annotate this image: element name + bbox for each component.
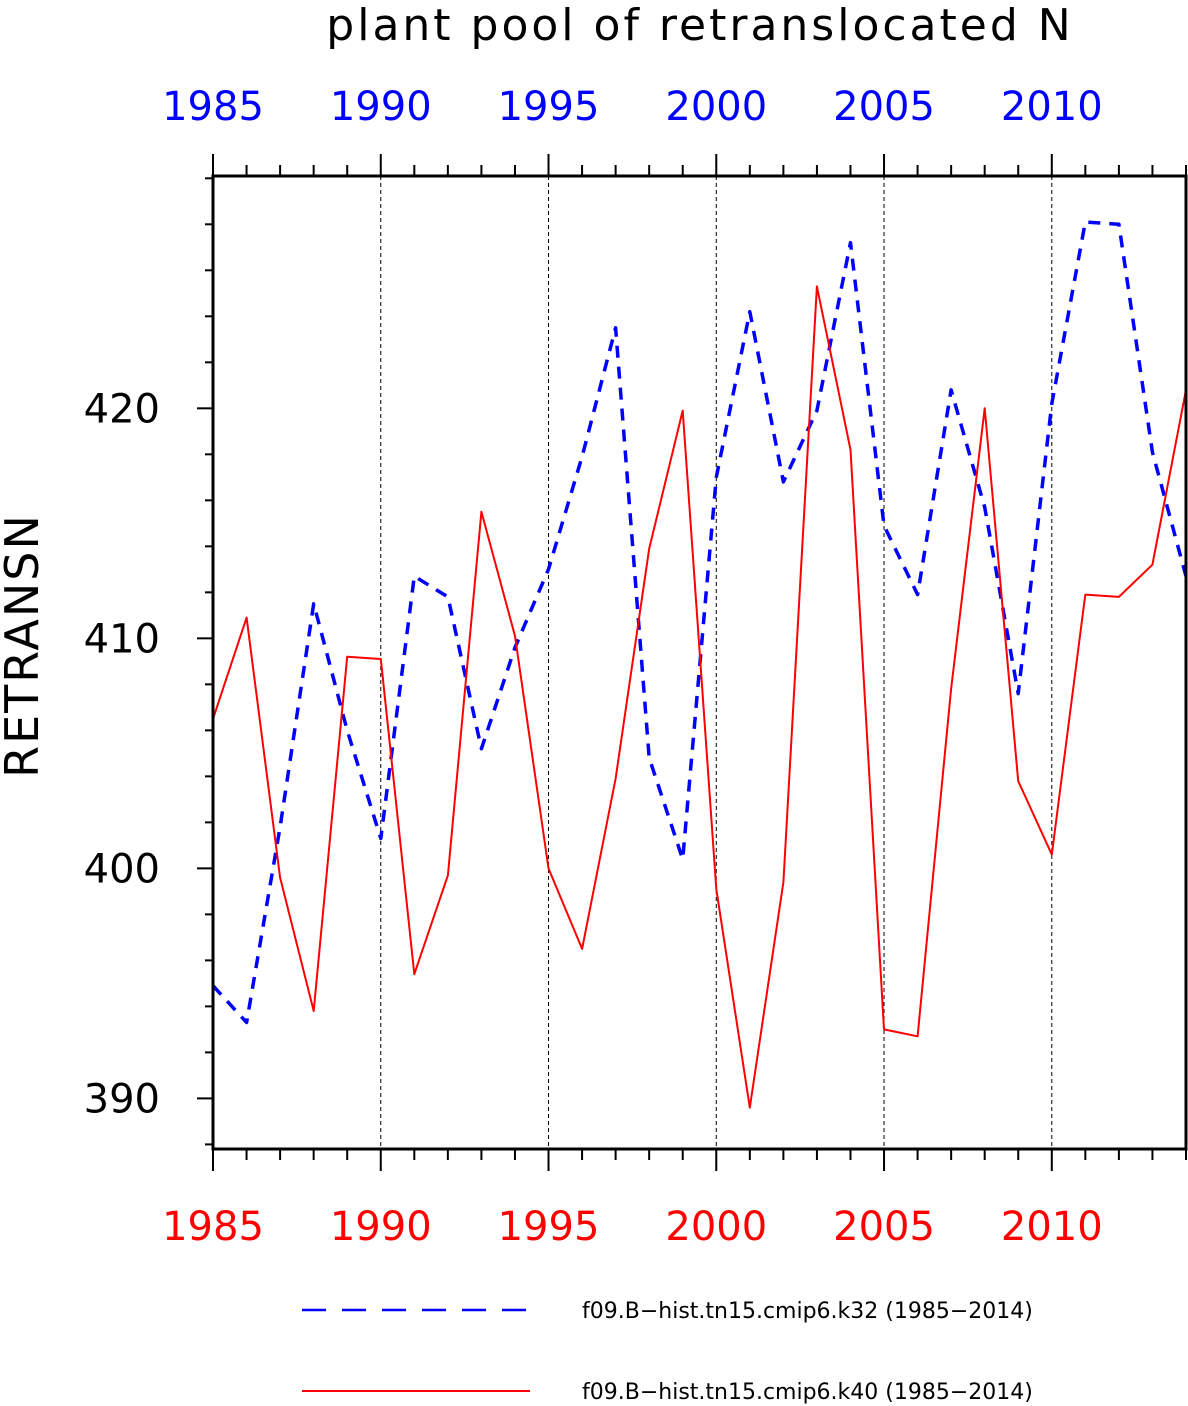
x-top-tick-label-1995: 1995 <box>498 84 600 130</box>
x-bottom-tick-label-1990: 1990 <box>330 1204 432 1250</box>
series-line-2 <box>212 285 1187 1109</box>
axis-tick-labels: 1985 1985 1990 1990 1995 1995 2000 2000 2005 2005… <box>84 84 1103 1250</box>
x-bottom-tick-label-2010: 2010 <box>1001 1204 1103 1250</box>
axis-ticks <box>197 154 1187 1171</box>
y-tick-label-420: 420 <box>84 386 160 432</box>
legend: f09.B−hist.tn15.cmip6.k32 (1985−2014) f09… <box>302 1299 1033 1405</box>
x-bottom-tick-label-2000: 2000 <box>665 1204 767 1250</box>
series-line-1 <box>211 220 1188 1025</box>
vertical-grid <box>380 176 1053 1149</box>
x-top-tick-label-2010: 2010 <box>1001 84 1103 130</box>
x-bottom-tick-label-2005: 2005 <box>833 1204 935 1250</box>
y-tick-label-410: 410 <box>84 616 160 662</box>
y-tick-label-390: 390 <box>84 1076 160 1122</box>
y-axis-label: RETRANSN <box>0 513 49 778</box>
plot-frame <box>211 174 1188 1151</box>
chart-title: plant pool of retranslocated N <box>326 0 1073 51</box>
x-top-tick-label-2005: 2005 <box>833 84 935 130</box>
x-top-tick-label-1985: 1985 <box>162 84 264 130</box>
x-top-tick-label-1990: 1990 <box>330 84 432 130</box>
x-top-tick-label-2000: 2000 <box>665 84 767 130</box>
x-bottom-tick-label-1995: 1995 <box>498 1204 600 1250</box>
y-tick-label-400: 400 <box>84 846 160 892</box>
series-group <box>211 220 1188 1109</box>
legend-label-1: f09.B−hist.tn15.cmip6.k32 (1985−2014) <box>582 1299 1033 1324</box>
x-bottom-tick-label-1985: 1985 <box>162 1204 264 1250</box>
legend-label-2: f09.B−hist.tn15.cmip6.k40 (1985−2014) <box>582 1380 1033 1405</box>
